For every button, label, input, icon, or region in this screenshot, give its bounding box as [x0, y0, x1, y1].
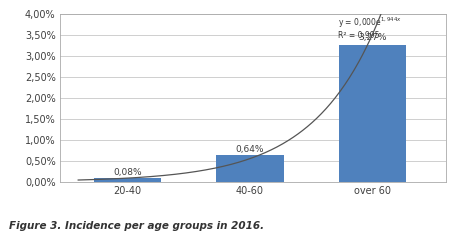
- Text: Figure 3. Incidence per age groups in 2016.: Figure 3. Incidence per age groups in 20…: [9, 221, 264, 231]
- Text: 3,27%: 3,27%: [358, 34, 386, 42]
- Text: R² = 0,995: R² = 0,995: [337, 31, 379, 40]
- Bar: [338, 45, 405, 182]
- Text: y = 0,000e$^{1,944x}$: y = 0,000e$^{1,944x}$: [337, 16, 401, 31]
- Bar: [93, 178, 161, 182]
- Text: 0,64%: 0,64%: [235, 145, 263, 154]
- Text: 0,08%: 0,08%: [113, 168, 141, 177]
- Bar: [216, 155, 283, 182]
